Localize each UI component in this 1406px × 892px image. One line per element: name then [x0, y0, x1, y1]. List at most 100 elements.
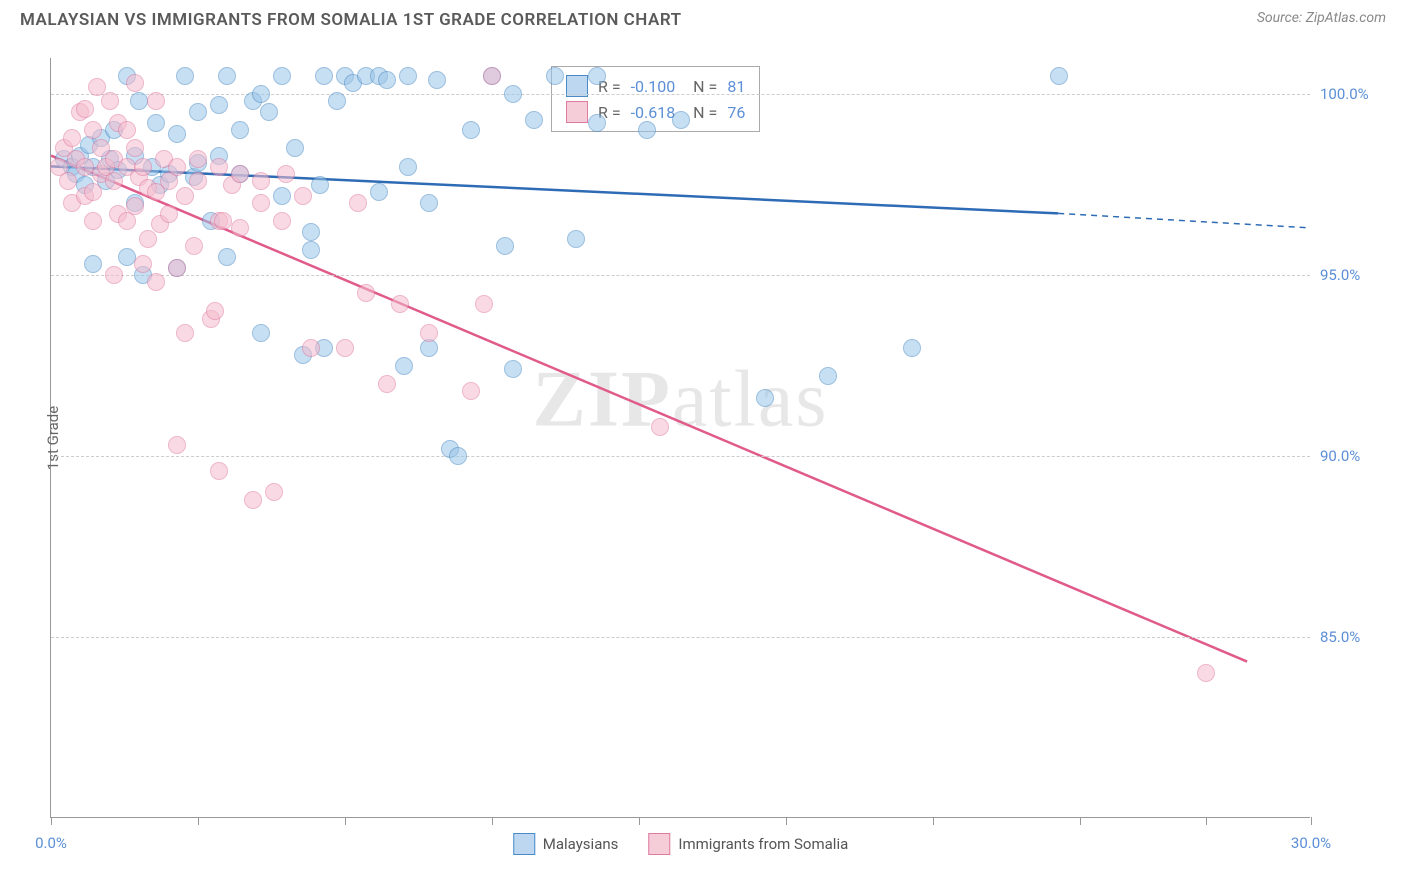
data-point — [218, 248, 236, 266]
data-point — [126, 139, 144, 157]
x-tick — [639, 817, 640, 825]
data-point — [286, 139, 304, 157]
x-tick — [1080, 817, 1081, 825]
y-tick-label: 100.0% — [1320, 85, 1400, 103]
legend-item: Immigrants from Somalia — [648, 833, 848, 855]
data-point — [139, 230, 157, 248]
data-point — [378, 375, 396, 393]
data-point — [672, 111, 690, 129]
data-point — [84, 121, 102, 139]
data-point — [147, 273, 165, 291]
data-point — [231, 165, 249, 183]
data-point — [567, 230, 585, 248]
data-point — [1197, 664, 1215, 682]
data-point — [118, 248, 136, 266]
data-point — [214, 212, 232, 230]
data-point — [475, 295, 493, 313]
data-point — [588, 67, 606, 85]
data-point — [244, 491, 262, 509]
data-point — [168, 158, 186, 176]
data-point — [525, 111, 543, 129]
data-point — [638, 121, 656, 139]
gridline — [51, 637, 1310, 638]
data-point — [126, 74, 144, 92]
data-point — [252, 324, 270, 342]
data-point — [176, 187, 194, 205]
data-point — [176, 67, 194, 85]
data-point — [147, 92, 165, 110]
y-axis-label: 1st Grade — [44, 405, 62, 469]
data-point — [231, 121, 249, 139]
data-point — [756, 389, 774, 407]
x-tick — [345, 817, 346, 825]
series-legend: Malaysians Immigrants from Somalia — [513, 833, 849, 855]
y-tick-label: 85.0% — [1320, 628, 1400, 646]
x-tick-label: 0.0% — [35, 834, 67, 852]
data-point — [357, 284, 375, 302]
y-tick-label: 90.0% — [1320, 447, 1400, 465]
data-point — [546, 67, 564, 85]
data-point — [420, 194, 438, 212]
data-point — [420, 324, 438, 342]
data-point — [399, 158, 417, 176]
data-point — [483, 67, 501, 85]
data-point — [176, 324, 194, 342]
data-point — [134, 255, 152, 273]
data-point — [462, 121, 480, 139]
chart-title: MALAYSIAN VS IMMIGRANTS FROM SOMALIA 1ST… — [20, 10, 682, 30]
correlation-legend: R =-0.100 N =81R =-0.618 N =76 — [551, 66, 760, 132]
data-point — [185, 237, 203, 255]
source-attribution: Source: ZipAtlas.com — [1257, 10, 1386, 26]
data-point — [126, 197, 144, 215]
data-point — [651, 418, 669, 436]
data-point — [428, 71, 446, 89]
data-point — [210, 462, 228, 480]
x-tick — [933, 817, 934, 825]
data-point — [315, 67, 333, 85]
legend-label: Immigrants from Somalia — [678, 835, 848, 853]
data-point — [302, 339, 320, 357]
data-point — [449, 447, 467, 465]
y-tick-label: 95.0% — [1320, 266, 1400, 284]
data-point — [206, 302, 224, 320]
data-point — [218, 67, 236, 85]
data-point — [302, 241, 320, 259]
data-point — [168, 436, 186, 454]
data-point — [147, 114, 165, 132]
gridline — [51, 275, 1310, 276]
data-point — [273, 67, 291, 85]
data-point — [311, 176, 329, 194]
data-point — [903, 339, 921, 357]
data-point — [294, 187, 312, 205]
data-point — [76, 158, 94, 176]
data-point — [391, 295, 409, 313]
x-tick — [51, 817, 52, 825]
data-point — [462, 382, 480, 400]
data-point — [252, 85, 270, 103]
data-point — [84, 255, 102, 273]
data-point — [84, 183, 102, 201]
data-point — [59, 172, 77, 190]
gridline — [51, 456, 1310, 457]
data-point — [84, 212, 102, 230]
x-tick — [786, 817, 787, 825]
data-point — [395, 357, 413, 375]
data-point — [101, 92, 119, 110]
data-point — [105, 172, 123, 190]
x-tick-label: 30.0% — [1291, 834, 1331, 852]
data-point — [189, 150, 207, 168]
data-point — [210, 158, 228, 176]
data-point — [496, 237, 514, 255]
data-point — [336, 339, 354, 357]
data-point — [1050, 67, 1068, 85]
x-tick — [492, 817, 493, 825]
data-point — [168, 259, 186, 277]
data-point — [370, 183, 388, 201]
gridline — [51, 94, 1310, 95]
data-point — [260, 103, 278, 121]
data-point — [252, 172, 270, 190]
legend-label: Malaysians — [543, 835, 619, 853]
x-tick — [1311, 817, 1312, 825]
x-tick — [1206, 817, 1207, 825]
data-point — [210, 96, 228, 114]
